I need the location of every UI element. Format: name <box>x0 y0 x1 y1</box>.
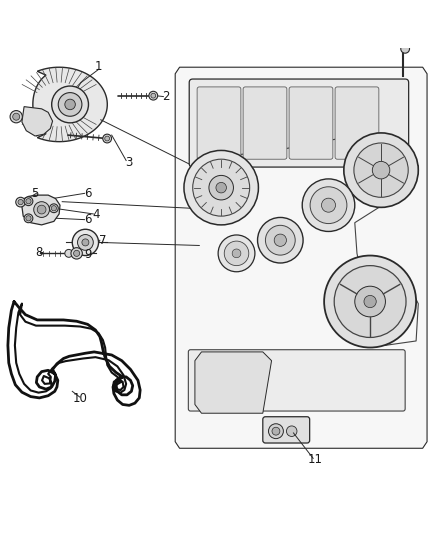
Circle shape <box>184 150 258 225</box>
Circle shape <box>65 249 73 257</box>
Circle shape <box>52 86 88 123</box>
Circle shape <box>232 249 241 258</box>
Circle shape <box>216 182 226 193</box>
Text: 2: 2 <box>162 90 170 103</box>
Circle shape <box>37 205 46 214</box>
Circle shape <box>13 113 20 120</box>
Text: 9: 9 <box>84 248 92 261</box>
Circle shape <box>74 251 80 256</box>
FancyBboxPatch shape <box>289 87 333 159</box>
Polygon shape <box>8 302 140 405</box>
Circle shape <box>82 239 89 246</box>
Circle shape <box>26 199 31 204</box>
Circle shape <box>24 214 33 223</box>
Circle shape <box>268 424 283 439</box>
Circle shape <box>218 235 255 272</box>
Polygon shape <box>33 67 107 142</box>
Circle shape <box>354 143 408 197</box>
Polygon shape <box>22 195 60 225</box>
Circle shape <box>302 179 355 231</box>
Text: 8: 8 <box>35 246 42 259</box>
Circle shape <box>34 201 49 217</box>
FancyBboxPatch shape <box>335 87 379 159</box>
Text: 11: 11 <box>308 453 323 466</box>
Text: 7: 7 <box>99 233 107 247</box>
Circle shape <box>209 175 233 200</box>
Circle shape <box>149 91 158 100</box>
Circle shape <box>151 93 156 98</box>
Circle shape <box>272 427 280 435</box>
FancyBboxPatch shape <box>188 350 405 411</box>
Circle shape <box>49 204 58 213</box>
Circle shape <box>401 44 410 53</box>
Circle shape <box>372 161 390 179</box>
Polygon shape <box>175 67 427 448</box>
Circle shape <box>265 225 295 255</box>
Text: 4: 4 <box>92 208 100 221</box>
Circle shape <box>24 197 33 206</box>
Circle shape <box>193 159 250 216</box>
Circle shape <box>364 295 376 308</box>
FancyBboxPatch shape <box>243 87 287 159</box>
Circle shape <box>224 241 249 265</box>
Text: 10: 10 <box>72 392 87 405</box>
Circle shape <box>103 134 112 143</box>
Circle shape <box>78 235 93 251</box>
Circle shape <box>26 216 31 221</box>
Text: 5: 5 <box>32 187 39 200</box>
Circle shape <box>105 136 110 141</box>
Circle shape <box>286 426 297 437</box>
Circle shape <box>344 133 418 207</box>
FancyBboxPatch shape <box>197 87 241 159</box>
Circle shape <box>10 110 22 123</box>
Circle shape <box>72 229 99 255</box>
Text: 6: 6 <box>84 187 92 200</box>
Circle shape <box>16 197 25 207</box>
Polygon shape <box>22 107 53 136</box>
Polygon shape <box>195 352 272 413</box>
Circle shape <box>321 198 336 212</box>
Text: 6: 6 <box>84 213 92 226</box>
Circle shape <box>334 265 406 337</box>
Circle shape <box>18 199 23 205</box>
Circle shape <box>355 286 385 317</box>
FancyBboxPatch shape <box>263 417 310 443</box>
Circle shape <box>274 234 286 246</box>
Text: 3: 3 <box>126 156 133 169</box>
Circle shape <box>324 255 416 348</box>
Circle shape <box>258 217 303 263</box>
Circle shape <box>310 187 347 223</box>
Text: 1: 1 <box>95 60 102 73</box>
FancyBboxPatch shape <box>189 79 409 167</box>
Circle shape <box>58 93 82 116</box>
Circle shape <box>51 206 57 211</box>
Circle shape <box>65 99 75 110</box>
Circle shape <box>71 248 82 259</box>
